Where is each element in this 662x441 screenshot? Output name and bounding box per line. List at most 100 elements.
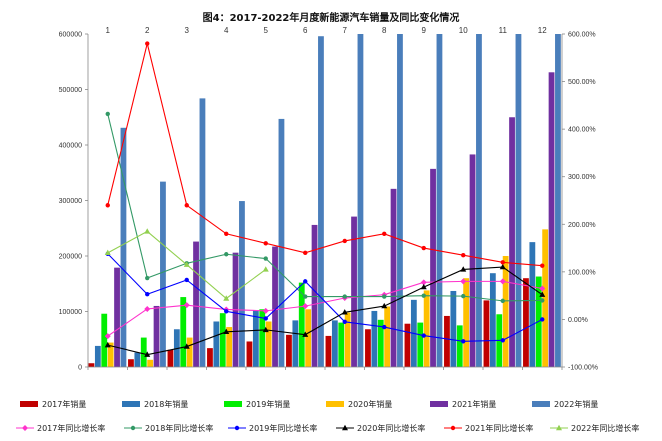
bar <box>128 359 134 367</box>
bar <box>444 315 450 367</box>
bar <box>167 349 174 367</box>
right-tick-label: 200.00% <box>568 222 596 229</box>
bar <box>278 118 285 367</box>
bar <box>239 201 245 367</box>
point-marker <box>461 339 466 344</box>
bar <box>305 309 312 367</box>
bar <box>502 256 509 367</box>
left-tick-label: 100000 <box>59 309 82 316</box>
left-tick-label: 0 <box>78 365 82 372</box>
legend-label: 2019年销量 <box>246 399 290 409</box>
x-tick-label: 4 <box>224 26 229 35</box>
point-marker <box>22 425 28 431</box>
point-marker <box>302 331 309 337</box>
bar <box>311 224 318 367</box>
point-marker <box>382 294 387 299</box>
legend-label: 2018年销量 <box>144 399 188 409</box>
legend-label: 2021年销量 <box>452 399 496 409</box>
point-marker <box>183 343 190 349</box>
legend-label: 2017年销量 <box>42 399 86 409</box>
point-marker <box>144 228 151 234</box>
point-marker <box>262 266 269 272</box>
series-line <box>107 266 543 356</box>
point-marker <box>450 425 456 431</box>
bar <box>404 323 411 367</box>
bar <box>134 352 141 367</box>
legend-swatch <box>122 401 140 407</box>
left-tick-label: 500000 <box>59 87 82 94</box>
bar <box>515 34 522 367</box>
bar <box>226 327 233 367</box>
point-marker <box>302 303 309 310</box>
bar <box>331 320 338 367</box>
point-marker <box>223 295 230 301</box>
point-marker <box>263 241 268 246</box>
point-marker <box>461 293 466 299</box>
bar <box>252 310 259 367</box>
x-tick-label: 9 <box>422 26 427 35</box>
point-marker <box>224 252 229 257</box>
legend-label: 2020年同比增长率 <box>357 423 425 433</box>
series-line <box>107 43 543 267</box>
legend-label: 2018年同比增长率 <box>145 423 213 433</box>
bar <box>509 117 515 367</box>
point-marker <box>500 338 505 343</box>
bar <box>436 34 443 367</box>
point-marker <box>461 253 466 258</box>
x-tick-label: 12 <box>538 26 547 35</box>
bar <box>423 290 430 367</box>
series-line <box>107 113 543 302</box>
point-marker <box>499 278 506 285</box>
bar <box>469 154 476 367</box>
series-line <box>107 253 543 342</box>
chart-title: 图4：2017-2022年月度新能源汽车销量及同比变化情况 <box>203 11 460 24</box>
bar <box>207 348 213 367</box>
point-marker <box>342 424 348 431</box>
legend-label: 2021年同比增长率 <box>465 423 533 433</box>
legend-swatch <box>532 401 550 407</box>
point-marker <box>224 309 229 314</box>
bar <box>377 319 384 367</box>
legend-swatch <box>326 401 344 407</box>
point-marker <box>105 203 110 208</box>
bar <box>344 312 351 367</box>
bar <box>523 278 529 367</box>
bar <box>357 34 364 367</box>
x-tick-label: 10 <box>459 26 468 35</box>
point-marker <box>303 250 308 256</box>
bar <box>272 246 278 367</box>
bar <box>555 34 561 367</box>
point-marker <box>499 263 506 270</box>
bar <box>384 306 391 367</box>
point-marker <box>460 266 467 272</box>
bar <box>489 273 496 367</box>
legend: 2017年销量 2018年销量 2019年销量 2020年销量 2021年销量 2022年… <box>16 399 639 433</box>
point-marker <box>382 231 387 236</box>
bar <box>318 36 324 367</box>
point-marker <box>144 305 151 312</box>
bar <box>397 34 403 367</box>
bar <box>246 341 253 367</box>
bar <box>338 322 345 367</box>
point-marker <box>500 298 505 304</box>
point-marker <box>342 294 347 299</box>
point-marker <box>556 424 562 431</box>
bar <box>186 337 193 367</box>
point-marker <box>184 277 189 283</box>
bar <box>147 359 154 367</box>
point-marker <box>421 293 426 298</box>
x-tick-label: 2 <box>145 26 150 35</box>
bar <box>450 290 457 367</box>
bar <box>292 320 299 367</box>
legend-label: 2022年销量 <box>554 399 598 409</box>
point-marker <box>184 203 189 208</box>
point-marker <box>381 302 388 309</box>
left-tick-label: 400000 <box>59 143 82 150</box>
bar <box>193 241 199 367</box>
bar <box>114 267 120 367</box>
bar <box>213 321 220 367</box>
bar <box>140 337 147 367</box>
point-marker <box>540 298 545 303</box>
point-marker <box>263 256 268 261</box>
point-marker <box>341 309 348 315</box>
